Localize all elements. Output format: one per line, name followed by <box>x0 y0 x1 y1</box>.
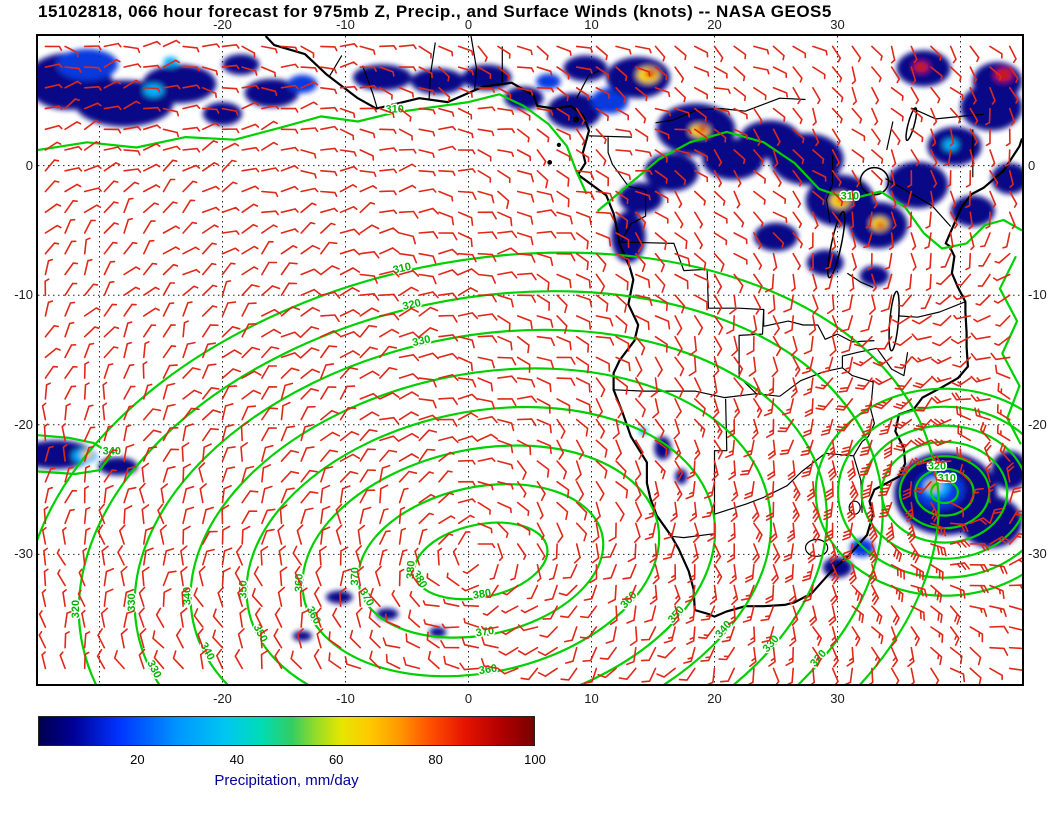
map-title: 15102818, 066 hour forecast for 975mb Z,… <box>38 2 832 21</box>
contour-label: 340 <box>197 640 216 662</box>
contour-label: 350 <box>251 622 270 644</box>
contour-label: 380 <box>472 587 492 602</box>
contour-label: 360 <box>478 662 498 677</box>
colorbar-tick-label: 80 <box>428 752 443 767</box>
lat-tick-label: 0 <box>1028 157 1036 173</box>
contour-label: 330 <box>144 658 163 680</box>
colorbar-tick-label: 20 <box>130 752 145 767</box>
contour-label: 320 <box>70 600 82 618</box>
lon-tick-label: 30 <box>830 691 845 706</box>
lon-tick-label: -20 <box>213 17 232 32</box>
colorbar-caption: Precipitation, mm/day <box>214 772 359 789</box>
lon-tick-label: 10 <box>584 691 599 706</box>
precip-colorbar <box>38 716 535 746</box>
contour-label: 320 <box>402 297 423 313</box>
wind-barbs <box>38 39 1022 684</box>
lon-tick-label: 30 <box>830 17 845 32</box>
lon-tick-label: -10 <box>336 17 355 32</box>
lon-tick-label: -20 <box>213 691 232 706</box>
contour-label: 380 <box>405 560 418 579</box>
lat-tick-label: -30 <box>14 546 33 562</box>
lon-tick-label: -10 <box>336 691 355 706</box>
lat-tick-label: -20 <box>14 416 33 432</box>
lon-tick-label: 0 <box>464 691 473 706</box>
colorbar-tick-label: 60 <box>328 752 344 767</box>
lon-tick-label: 20 <box>707 17 722 32</box>
lat-tick-label: -30 <box>1028 546 1047 562</box>
lat-tick-label: -20 <box>1028 416 1047 432</box>
lat-tick-label: -10 <box>14 287 33 303</box>
lake <box>827 210 846 279</box>
lat-tick-label: -10 <box>1028 287 1047 303</box>
colorbar-gradient <box>39 717 534 745</box>
map-plot: 3803803803703703703603603603603503503503… <box>38 36 1022 684</box>
country-borders <box>328 36 984 557</box>
contour-label: 330 <box>411 333 432 349</box>
lat-tick-label: 0 <box>25 157 33 173</box>
contour-label: 310 <box>386 104 404 116</box>
colorbar-tick-label: 100 <box>524 752 546 767</box>
contour-label: 330 <box>126 593 138 611</box>
contour-label: 310 <box>938 473 956 485</box>
lon-tick-label: 20 <box>707 691 722 706</box>
lon-tick-label: 0 <box>464 17 473 32</box>
height-contours <box>38 93 1022 684</box>
island <box>572 116 580 123</box>
colorbar-tick-label: 40 <box>229 752 245 767</box>
island <box>547 159 553 165</box>
contour-label: 320 <box>808 648 829 670</box>
lake <box>905 107 918 142</box>
contour-label: 310 <box>841 190 859 202</box>
lake <box>859 166 890 196</box>
contour-label: 320 <box>928 461 946 473</box>
contour-label: 350 <box>237 580 249 599</box>
lon-tick-label: 10 <box>584 17 599 32</box>
precip-layer <box>38 48 1022 642</box>
island <box>556 142 562 148</box>
map-frame <box>36 34 1024 686</box>
